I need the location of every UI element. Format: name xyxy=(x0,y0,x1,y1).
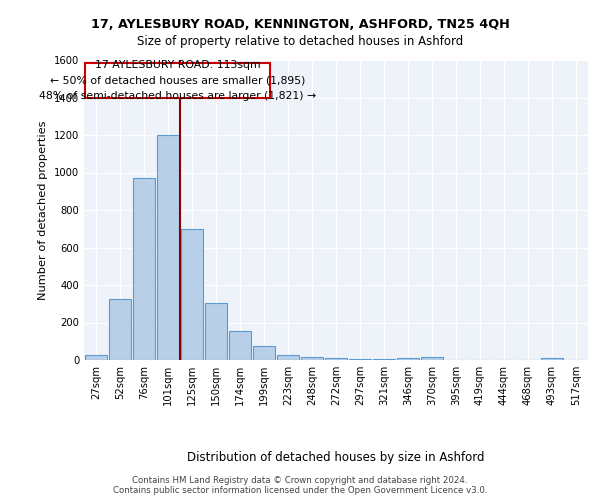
Text: 17, AYLESBURY ROAD, KENNINGTON, ASHFORD, TN25 4QH: 17, AYLESBURY ROAD, KENNINGTON, ASHFORD,… xyxy=(91,18,509,30)
Text: Size of property relative to detached houses in Ashford: Size of property relative to detached ho… xyxy=(137,35,463,48)
Bar xyxy=(373,358,395,360)
Bar xyxy=(349,358,371,360)
Text: Distribution of detached houses by size in Ashford: Distribution of detached houses by size … xyxy=(187,451,485,464)
Bar xyxy=(421,357,443,360)
Bar xyxy=(181,229,203,360)
Bar xyxy=(85,356,107,360)
Bar xyxy=(205,303,227,360)
Y-axis label: Number of detached properties: Number of detached properties xyxy=(38,120,49,300)
Bar xyxy=(85,63,270,98)
Bar xyxy=(157,135,179,360)
Text: 17 AYLESBURY ROAD: 113sqm
← 50% of detached houses are smaller (1,895)
48% of se: 17 AYLESBURY ROAD: 113sqm ← 50% of detac… xyxy=(39,60,316,101)
Bar xyxy=(397,358,419,360)
Bar xyxy=(133,178,155,360)
Bar xyxy=(277,355,299,360)
Bar xyxy=(325,358,347,360)
Text: Contains HM Land Registry data © Crown copyright and database right 2024.
Contai: Contains HM Land Registry data © Crown c… xyxy=(113,476,487,495)
Bar xyxy=(229,332,251,360)
Bar xyxy=(301,356,323,360)
Bar xyxy=(109,299,131,360)
Bar xyxy=(541,358,563,360)
Bar xyxy=(253,346,275,360)
